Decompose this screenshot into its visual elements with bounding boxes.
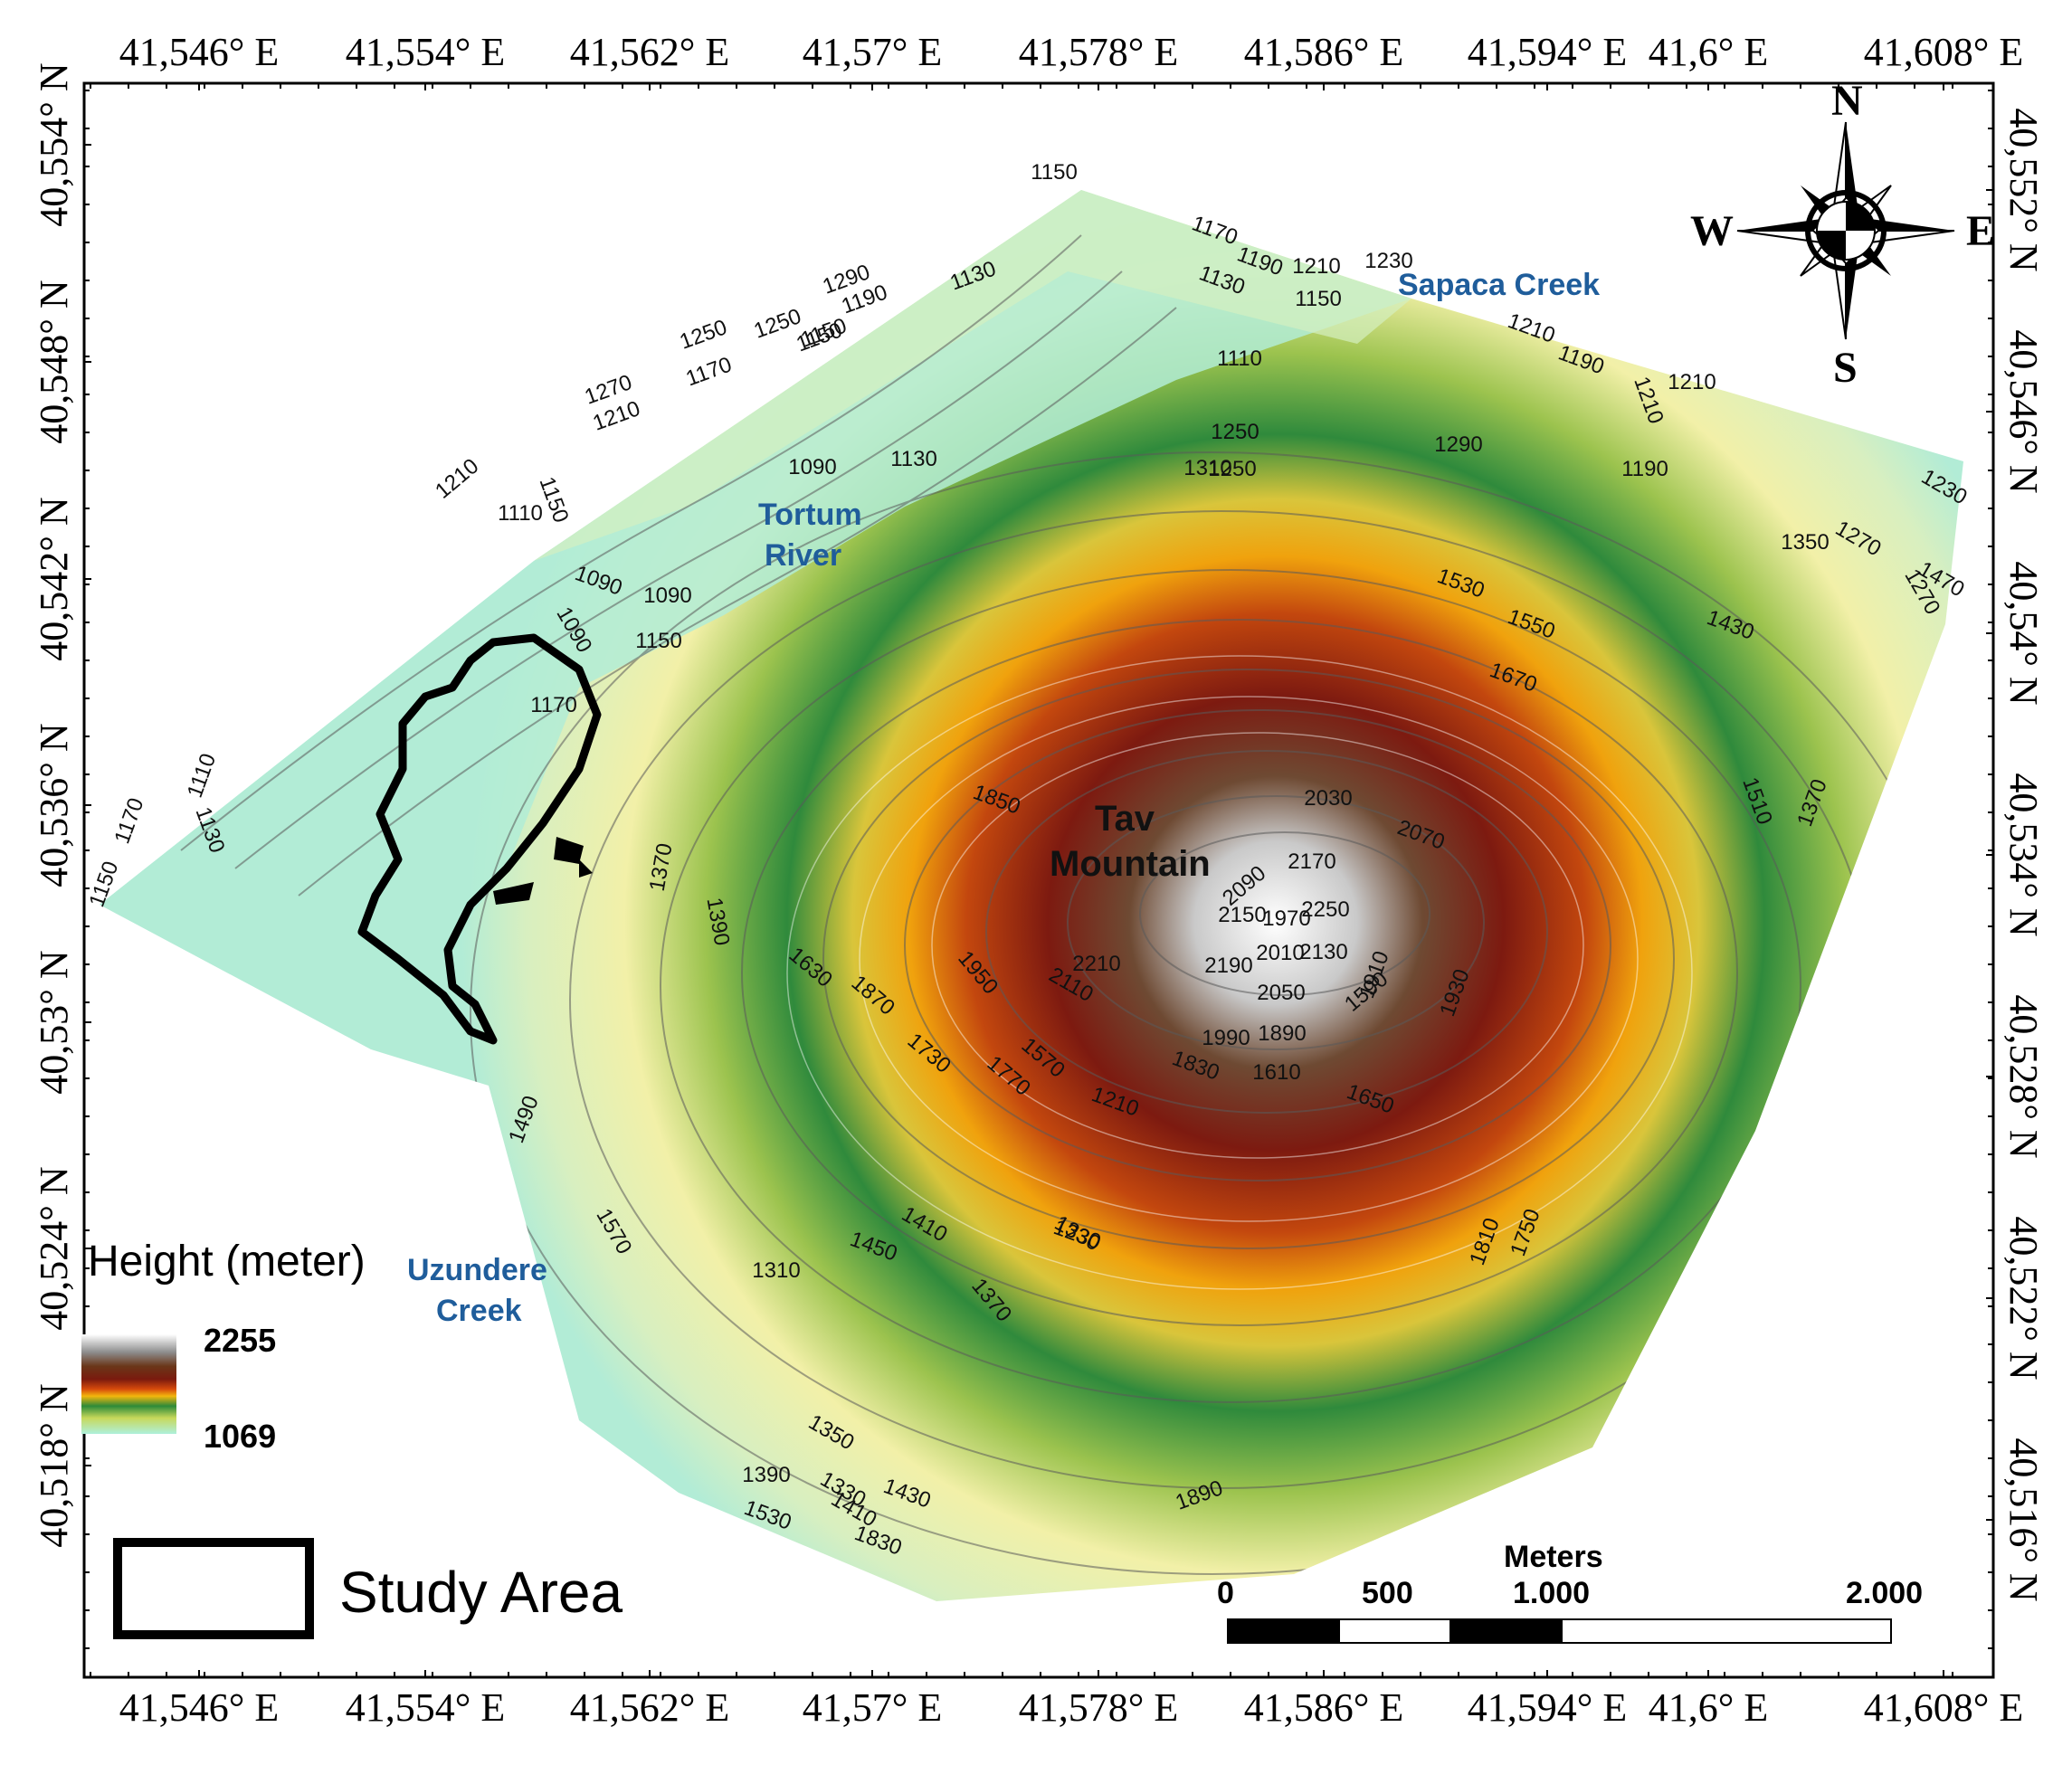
compass-s: S	[1833, 344, 1858, 392]
tav-label-1: Tav	[1095, 799, 1155, 839]
left-lat-label: 40,524° N	[32, 1166, 76, 1330]
left-lat-label: 40,536° N	[32, 723, 76, 887]
contour-label: 1090	[643, 584, 691, 608]
contour-label: 1890	[1258, 1021, 1306, 1046]
contour-label: 1350	[1781, 530, 1829, 555]
tav-label-2: Mountain	[1050, 844, 1211, 884]
contour-label: 2250	[1301, 897, 1349, 922]
contour-label: 1150	[1031, 160, 1078, 185]
tortum-label-2: River	[765, 538, 841, 573]
uzundere-label-1: Uzundere	[407, 1253, 547, 1287]
place-names: Tortum River Sapaca Creek Uzundere Creek…	[407, 268, 1600, 1328]
map-frame	[82, 81, 1995, 1679]
top-lon-label: 41,554° E	[346, 30, 505, 74]
north-arrow: N S E W	[1690, 77, 1995, 392]
legend: Height (meter) 2255 1069 Study Area	[81, 1238, 623, 1639]
scale-tick-2000: 2.000	[1846, 1576, 1923, 1610]
contour-label: 1130	[890, 447, 937, 471]
compass-n: N	[1831, 77, 1863, 125]
left-lat-label: 40,548° N	[32, 280, 76, 443]
contour-label: 1210	[1292, 254, 1340, 279]
right-lat-label: 40,54° N	[2001, 561, 2046, 705]
contour-label: 1170	[530, 693, 577, 717]
right-lat-label: 40,528° N	[2001, 994, 2046, 1158]
left-lat-label: 40,518° N	[32, 1383, 76, 1547]
scale-unit: Meters	[1504, 1540, 1603, 1574]
right-lat-label: 40,552° N	[2001, 108, 2046, 271]
bottom-lon-label: 41,554° E	[346, 1685, 505, 1730]
scale-tick-500: 500	[1362, 1576, 1413, 1610]
bottom-lon-label: 41,546° E	[119, 1685, 279, 1730]
left-lat-label: 40,53° N	[32, 950, 76, 1094]
left-lat-label: 40,542° N	[32, 497, 76, 660]
scale-tick-1000: 1.000	[1513, 1576, 1590, 1610]
bottom-lon-label: 41,562° E	[570, 1685, 729, 1730]
contour-label: 1210	[1668, 370, 1716, 394]
top-lon-label: 41,6° E	[1649, 30, 1768, 74]
contour-label: 1190	[1621, 457, 1668, 481]
top-lon-label: 41,578° E	[1019, 30, 1178, 74]
left-lat-label: 40,554° N	[32, 62, 76, 226]
compass-e: E	[1966, 207, 1995, 255]
legend-color-ramp	[81, 1334, 176, 1434]
bottom-lon-label: 41,586° E	[1244, 1685, 1403, 1730]
contour-label: 1610	[1252, 1060, 1300, 1085]
contour-label: 1150	[1295, 287, 1342, 311]
contour-label: 1970	[1262, 906, 1310, 931]
top-lon-label: 41,546° E	[119, 30, 279, 74]
scale-bar: Meters 0 500 1.000 2.000	[1217, 1540, 1923, 1644]
top-lon-label: 41,594° E	[1468, 30, 1627, 74]
top-lon-label: 41,608° E	[1864, 30, 2023, 74]
right-lat-label: 40,534° N	[2001, 773, 2046, 936]
study-area-legend-label: Study Area	[339, 1560, 623, 1625]
contour-label: 2170	[1288, 849, 1335, 874]
contour-label: 1090	[788, 455, 836, 479]
study-area-fragments	[493, 837, 593, 905]
bottom-lon-label: 41,578° E	[1019, 1685, 1178, 1730]
contour-label: 2010	[1256, 941, 1304, 965]
right-lat-label: 40,546° N	[2001, 329, 2046, 493]
legend-max: 2255	[204, 1322, 276, 1359]
contour-label: 1250	[1208, 457, 1256, 481]
legend-min: 1069	[204, 1418, 276, 1455]
contour-label: 1290	[1434, 432, 1482, 457]
contour-label: 2150	[1218, 903, 1266, 927]
contour-label: 1110	[1217, 346, 1262, 371]
sapaca-label: Sapaca Creek	[1398, 268, 1600, 302]
right-lat-label: 40,516° N	[2001, 1438, 2046, 1601]
compass-w: W	[1690, 207, 1734, 255]
contour-label: 1150	[635, 629, 682, 653]
contour-label: 1390	[742, 1463, 790, 1487]
bottom-lon-label: 41,594° E	[1468, 1685, 1627, 1730]
bottom-lon-label: 41,608° E	[1864, 1685, 2023, 1730]
legend-title: Height (meter)	[88, 1238, 366, 1286]
bottom-lon-label: 41,6° E	[1649, 1685, 1768, 1730]
contour-label: 1310	[752, 1258, 800, 1283]
contour-label: 2030	[1304, 786, 1352, 811]
graticule-ticks	[84, 83, 1993, 1677]
contour-label: 1230	[1364, 249, 1412, 273]
study-area-outline	[357, 633, 602, 1045]
contour-label: 2190	[1204, 954, 1252, 978]
tortum-label-1: Tortum	[758, 498, 862, 532]
top-lon-label: 41,57° E	[803, 30, 942, 74]
study-area-legend-box	[113, 1538, 314, 1639]
right-lat-label: 40,522° N	[2001, 1216, 2046, 1380]
contour-label: 1110	[498, 501, 543, 526]
top-lon-label: 41,586° E	[1244, 30, 1403, 74]
contour-label: 2130	[1299, 940, 1347, 964]
scale-tick-0: 0	[1217, 1576, 1234, 1610]
contour-label: 1310	[1183, 456, 1231, 480]
contour-label: 2050	[1257, 981, 1305, 1005]
uzundere-label-2: Creek	[436, 1294, 522, 1328]
contour-label: 1990	[1202, 1026, 1250, 1050]
top-lon-label: 41,562° E	[570, 30, 729, 74]
contour-label: 1250	[1211, 420, 1259, 444]
bottom-lon-label: 41,57° E	[803, 1685, 942, 1730]
contour-label: 2210	[1072, 952, 1120, 976]
coordinate-labels: 41,546° E 41,554° E 41,562° E 41,57° E 41,57…	[32, 30, 2046, 1730]
